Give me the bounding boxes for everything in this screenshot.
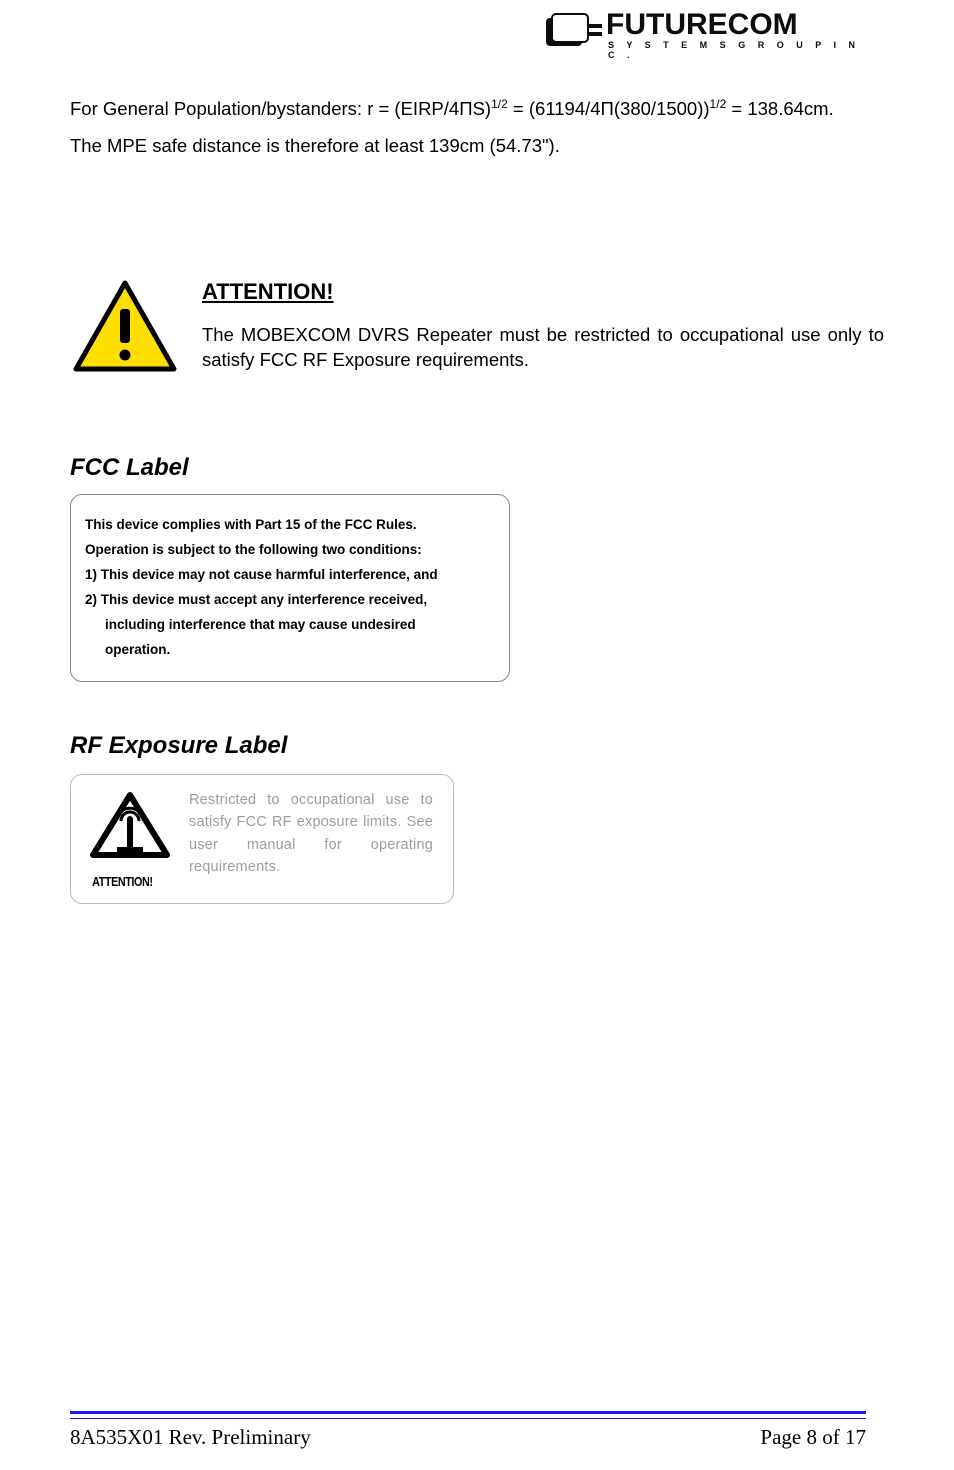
fcc-label-box: This device complies with Part 15 of the… [70,494,510,682]
rf-icon-caption: ATTENTION! [85,874,160,889]
body-text: For General Population/bystanders: r = (… [70,96,884,159]
p1-mid: = (61194/4Π(380/1500)) [508,98,710,119]
warning-triangle-icon [70,279,180,384]
logo-sub-text: S Y S T E M S G R O U P I N C . [608,40,866,60]
fcc-line: 2) This device must accept any interfere… [85,588,495,613]
fcc-line: operation. [85,638,495,663]
rf-label-box: ATTENTION! Restricted to occupational us… [70,774,454,904]
fcc-line: This device complies with Part 15 of the… [85,513,495,538]
p1-sup1: 1/2 [491,97,508,111]
fcc-line: including interference that may cause un… [85,613,495,638]
fcc-line: 1) This device may not cause harmful int… [85,563,495,588]
footer-rule [70,1418,866,1419]
rf-label-text: Restricted to occupational use to satisf… [189,789,433,879]
logo-brand-text: FUTURECOM [606,8,798,42]
footer-left: 8A535X01 Rev. Preliminary [70,1425,311,1450]
attention-heading: ATTENTION! [202,279,884,305]
p1-suffix: = 138.64cm. [726,98,833,119]
footer-rule [70,1411,866,1414]
fcc-section-heading: FCC Label [70,454,884,482]
logo-symbol-icon [546,12,604,57]
p1-sup2: 1/2 [710,97,727,111]
footer-right: Page 8 of 17 [760,1425,866,1450]
body-paragraph-2: The MPE safe distance is therefore at le… [70,134,884,159]
rf-antenna-icon [87,854,173,871]
body-paragraph-1: For General Population/bystanders: r = (… [70,96,884,122]
attention-body: The MOBEXCOM DVRS Repeater must be restr… [202,323,884,373]
brand-logo: FUTURECOM S Y S T E M S G R O U P I N C … [546,10,866,58]
fcc-line: Operation is subject to the following tw… [85,538,495,563]
attention-block: ATTENTION! The MOBEXCOM DVRS Repeater mu… [70,279,884,384]
p1-prefix: For General Population/bystanders: r = (… [70,98,491,119]
page-footer: 8A535X01 Rev. Preliminary Page 8 of 17 [70,1425,866,1450]
rf-section-heading: RF Exposure Label [70,732,884,760]
